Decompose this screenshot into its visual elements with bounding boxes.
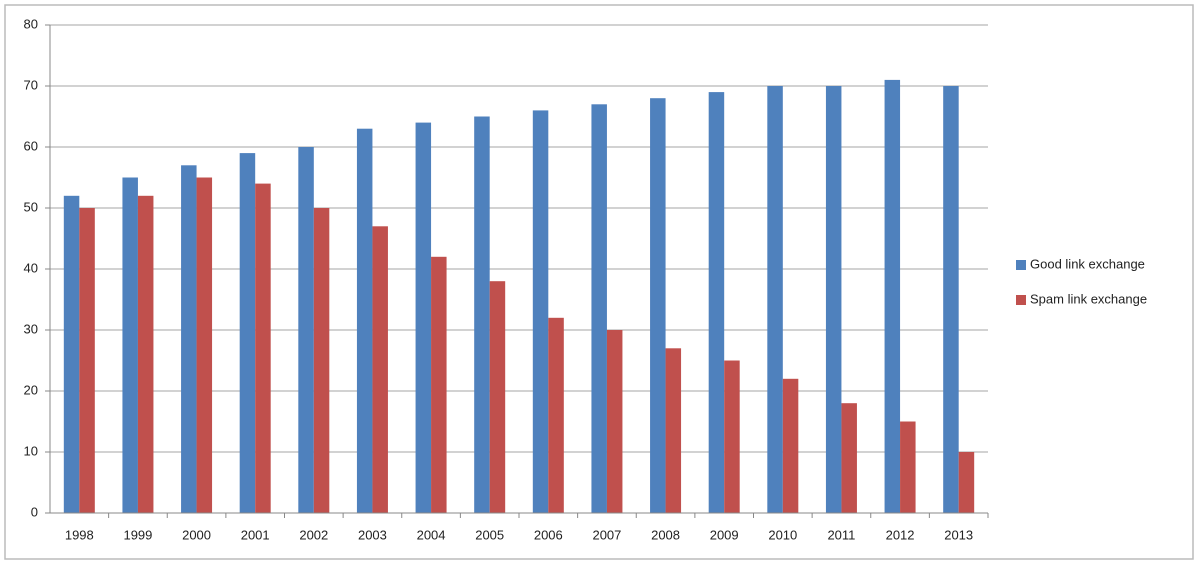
y-tick-label: 30 <box>24 321 38 336</box>
bar <box>782 378 799 513</box>
bar <box>650 98 666 513</box>
x-tick-label: 1999 <box>123 527 152 542</box>
x-tick-label: 2003 <box>358 527 387 542</box>
y-tick-label: 80 <box>24 16 38 31</box>
bar <box>708 92 725 513</box>
y-tick-label: 50 <box>24 199 38 214</box>
x-tick-label: 2002 <box>299 527 328 542</box>
x-tick-label: 2005 <box>475 527 504 542</box>
x-tick-label: 2007 <box>592 527 621 542</box>
legend-label: Good link exchange <box>1030 256 1145 271</box>
bar <box>943 86 959 513</box>
bar <box>724 360 740 513</box>
bar <box>372 226 388 514</box>
bar <box>298 147 314 513</box>
bar <box>900 421 916 513</box>
x-tick-label: 2006 <box>534 527 563 542</box>
bar <box>63 195 80 514</box>
bar <box>548 317 564 513</box>
bar <box>181 165 197 514</box>
x-tick-label: 2009 <box>710 527 739 542</box>
bar <box>356 128 373 513</box>
bar <box>884 79 901 514</box>
legend-label: Spam link exchange <box>1030 291 1147 306</box>
x-tick-label: 2004 <box>417 527 446 542</box>
bar <box>474 116 490 513</box>
bar <box>79 208 95 513</box>
bar <box>196 177 213 513</box>
bar <box>958 452 975 513</box>
bar <box>767 86 783 513</box>
bar <box>591 104 607 514</box>
bar <box>665 348 682 513</box>
y-tick-label: 20 <box>24 382 38 397</box>
x-tick-label: 2001 <box>241 527 270 542</box>
bar <box>313 208 330 513</box>
bar <box>825 86 842 513</box>
y-tick-label: 60 <box>24 138 38 153</box>
bar <box>122 177 138 513</box>
bar <box>841 403 857 513</box>
bar <box>415 122 432 513</box>
x-tick-label: 2008 <box>651 527 680 542</box>
y-tick-label: 40 <box>24 260 38 275</box>
bar <box>606 330 623 513</box>
bar <box>431 256 447 513</box>
bar <box>255 183 271 513</box>
bar <box>137 195 154 514</box>
bar <box>239 153 256 513</box>
x-tick-label: 2011 <box>827 527 855 542</box>
x-tick-label: 2012 <box>886 527 915 542</box>
x-tick-label: 2013 <box>944 527 973 542</box>
y-tick-label: 10 <box>24 443 38 458</box>
x-tick-label: 2010 <box>768 527 797 542</box>
y-tick-label: 0 <box>31 504 38 519</box>
x-tick-label: 2000 <box>182 527 211 542</box>
legend-swatch <box>1016 260 1026 270</box>
bar <box>532 110 549 514</box>
x-tick-label: 1998 <box>65 527 94 542</box>
y-tick-label: 70 <box>24 77 38 92</box>
bar <box>489 281 506 513</box>
legend-swatch <box>1016 295 1026 305</box>
